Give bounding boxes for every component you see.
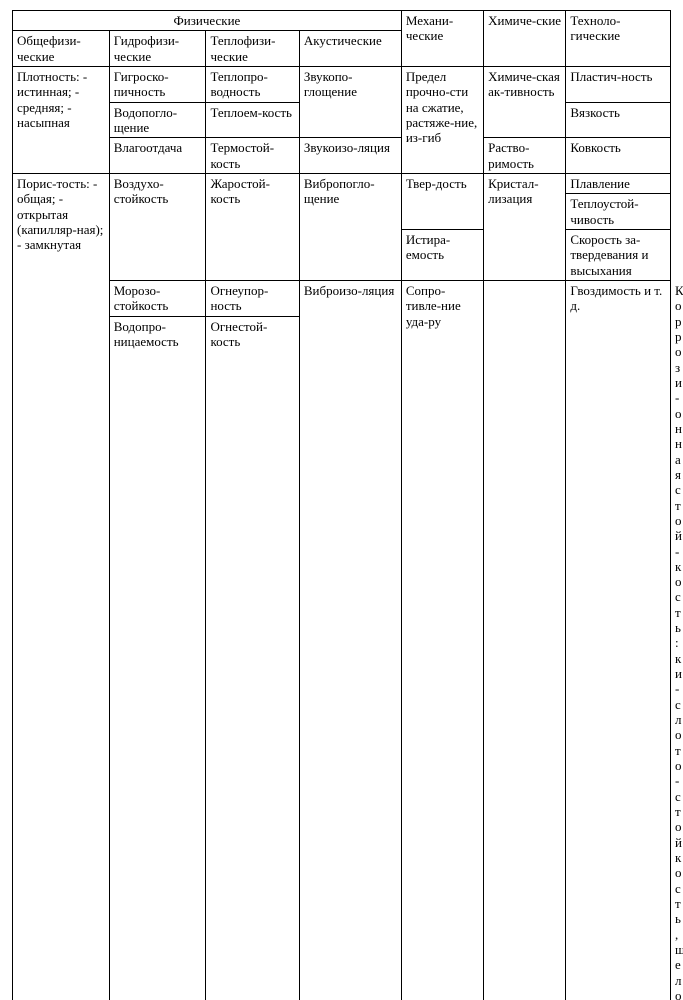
cell-tverdost: Твер-дость <box>401 173 483 229</box>
cell-kristall: Кристал-лизация <box>484 173 566 280</box>
cell-termost: Термостой-кость <box>206 138 299 174</box>
cell-vibroizol: Виброизо-ляция <box>299 280 401 1000</box>
cell-skorost: Скорость за-твердевания и высыхания <box>566 229 671 280</box>
cell-korroz-sp <box>484 280 566 1000</box>
hdr-akust: Акустические <box>299 31 401 67</box>
cell-gvozd: Гвоздимость и т. д. <box>566 280 671 1000</box>
cell-vozduh: Воздухо-стойкость <box>109 173 206 280</box>
cell-kovkost: Ковкость <box>566 138 671 174</box>
hdr-gidro: Гидрофизи-ческие <box>109 31 206 67</box>
cell-plavlenie: Плавление <box>566 173 671 193</box>
cell-zharost: Жаростой-кость <box>206 173 299 280</box>
cell-istiraem: Истира-емость <box>401 229 483 280</box>
cell-teploprov: Теплопро-водность <box>206 66 299 102</box>
cell-himakt: Химиче-ская ак-тивность <box>484 66 566 137</box>
cell-ogneupor: Огнеупор-ность <box>206 280 299 316</box>
cell-ognest: Огнестой-кость <box>206 316 299 1000</box>
cell-soprot: Сопро-тивле-ние уда-ру <box>401 280 483 1000</box>
cell-teploem: Теплоем-кость <box>206 102 299 138</box>
hdr-mech: Механи-ческие <box>401 11 483 67</box>
hdr-teplo: Теплофизи-ческие <box>206 31 299 67</box>
cell-poristost: Порис-тость: - общая; - открытая (капилл… <box>13 173 110 1000</box>
hdr-ob: Общефизи-ческие <box>13 31 110 67</box>
cell-vodopron: Водопро-ницаемость <box>109 316 206 1000</box>
cell-teploust: Теплоустой-чивость <box>566 194 671 230</box>
cell-vodopogl: Водопогло-щение <box>109 102 206 138</box>
cell-zvukopogl: Звукопо-глощение <box>299 66 401 137</box>
cell-zvukoizol: Звукоизо-ляция <box>299 138 401 174</box>
cell-gigro: Гигроско-пичность <box>109 66 206 102</box>
cell-rastvor: Раство-римость <box>484 138 566 174</box>
cell-vibropogl: Вибропогло-щение <box>299 173 401 280</box>
cell-morozo: Морозо-стойкость <box>109 280 206 316</box>
hdr-phys: Физические <box>13 11 402 31</box>
hdr-chem: Химиче-ские <box>484 11 566 67</box>
cell-predel: Предел прочно-сти на сжатие, растяже-ние… <box>401 66 483 173</box>
hdr-tech: Техноло-гические <box>566 11 671 67</box>
properties-table: Физические Механи-ческие Химиче-ские Тех… <box>12 10 671 1000</box>
cell-plotnost: Плотность: - истинная; - средняя; - насы… <box>13 66 110 173</box>
cell-vlagootd: Влагоотдача <box>109 138 206 174</box>
cell-vyazkost: Вязкость <box>566 102 671 138</box>
cell-plastich: Пластич-ность <box>566 66 671 102</box>
